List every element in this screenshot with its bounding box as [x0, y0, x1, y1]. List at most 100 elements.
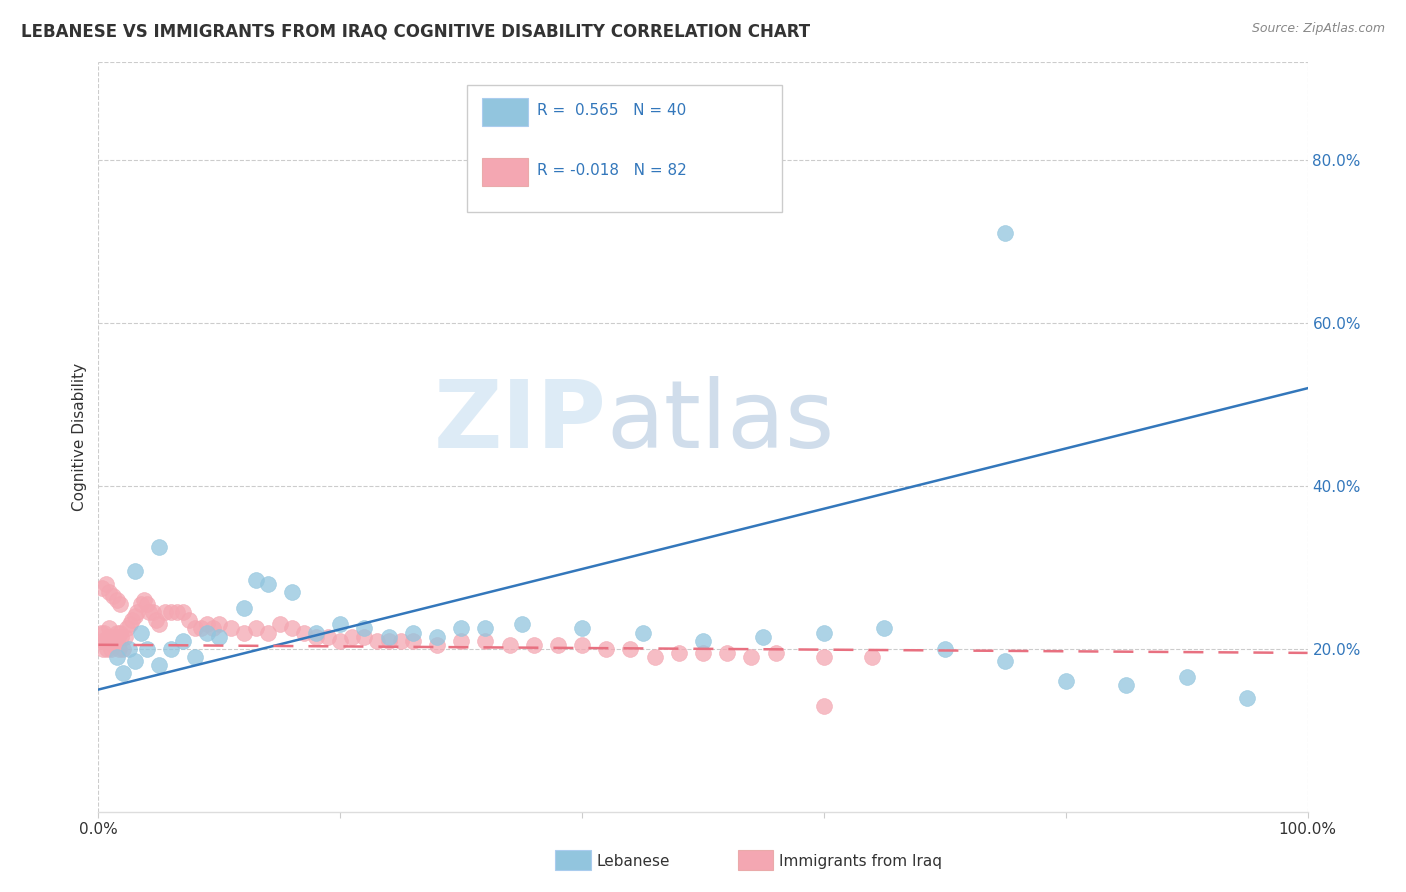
Point	[1236, 690, 1258, 705]
Point	[316, 630, 339, 644]
Point	[571, 622, 593, 636]
Point	[305, 625, 328, 640]
Point	[426, 630, 449, 644]
Point	[1054, 674, 1077, 689]
Point	[105, 625, 128, 640]
Point	[110, 630, 132, 644]
Point	[91, 581, 114, 595]
Point	[860, 650, 883, 665]
Point	[595, 641, 617, 656]
Point	[142, 605, 165, 619]
Point	[329, 617, 352, 632]
Point	[145, 613, 167, 627]
Point	[100, 641, 122, 656]
Text: ZIP: ZIP	[433, 376, 606, 468]
Point	[221, 622, 243, 636]
Point	[153, 605, 176, 619]
Point	[765, 646, 787, 660]
Point	[195, 625, 218, 640]
Point	[111, 641, 134, 656]
Point	[108, 597, 131, 611]
Point	[232, 601, 254, 615]
Point	[245, 573, 267, 587]
Point	[450, 633, 472, 648]
Point	[195, 617, 218, 632]
FancyBboxPatch shape	[467, 85, 782, 212]
Point	[813, 650, 835, 665]
Point	[103, 638, 125, 652]
Point	[292, 625, 315, 640]
Point	[873, 622, 896, 636]
Point	[190, 622, 212, 636]
Point	[105, 593, 128, 607]
Point	[619, 641, 641, 656]
Point	[474, 633, 496, 648]
Point	[716, 646, 738, 660]
Point	[245, 622, 267, 636]
Text: Lebanese: Lebanese	[596, 855, 669, 869]
Point	[148, 617, 170, 632]
Point	[91, 641, 114, 656]
Point	[813, 698, 835, 713]
Point	[118, 617, 141, 632]
Text: R = -0.018   N = 82: R = -0.018 N = 82	[537, 163, 688, 178]
Point	[160, 641, 183, 656]
Point	[148, 658, 170, 673]
Point	[117, 622, 139, 636]
Point	[571, 638, 593, 652]
Point	[366, 633, 388, 648]
Point	[129, 597, 152, 611]
Point	[353, 622, 375, 636]
Point	[101, 630, 124, 644]
Point	[692, 633, 714, 648]
Point	[101, 589, 124, 603]
Point	[740, 650, 762, 665]
Point	[93, 625, 115, 640]
Point	[1115, 678, 1137, 692]
Point	[547, 638, 569, 652]
Point	[114, 630, 136, 644]
Point	[127, 605, 149, 619]
Point	[179, 613, 201, 627]
Point	[510, 617, 533, 632]
Point	[138, 605, 160, 619]
Point	[202, 622, 225, 636]
Point	[208, 617, 231, 632]
Text: Source: ZipAtlas.com: Source: ZipAtlas.com	[1251, 22, 1385, 36]
Point	[184, 650, 207, 665]
Point	[232, 625, 254, 640]
Text: LEBANESE VS IMMIGRANTS FROM IRAQ COGNITIVE DISABILITY CORRELATION CHART: LEBANESE VS IMMIGRANTS FROM IRAQ COGNITI…	[21, 22, 810, 40]
Point	[100, 633, 122, 648]
Point	[994, 227, 1017, 241]
Text: Immigrants from Iraq: Immigrants from Iraq	[779, 855, 942, 869]
Point	[134, 593, 156, 607]
Point	[107, 630, 129, 644]
Point	[644, 650, 666, 665]
Point	[281, 622, 304, 636]
Point	[305, 630, 328, 644]
Y-axis label: Cognitive Disability: Cognitive Disability	[72, 363, 87, 511]
Point	[184, 622, 207, 636]
Point	[90, 625, 112, 640]
Point	[523, 638, 546, 652]
Point	[129, 625, 152, 640]
Point	[692, 646, 714, 660]
Point	[118, 641, 141, 656]
Point	[934, 641, 956, 656]
Point	[148, 540, 170, 554]
Point	[631, 625, 654, 640]
Point	[474, 622, 496, 636]
Point	[450, 622, 472, 636]
Text: atlas: atlas	[606, 376, 835, 468]
Point	[377, 633, 399, 648]
Point	[1175, 670, 1198, 684]
Point	[98, 584, 121, 599]
Point	[124, 654, 146, 668]
Point	[498, 638, 520, 652]
Point	[377, 630, 399, 644]
Point	[104, 633, 127, 648]
Point	[256, 576, 278, 591]
Point	[752, 630, 775, 644]
Point	[108, 625, 131, 640]
Point	[166, 605, 188, 619]
